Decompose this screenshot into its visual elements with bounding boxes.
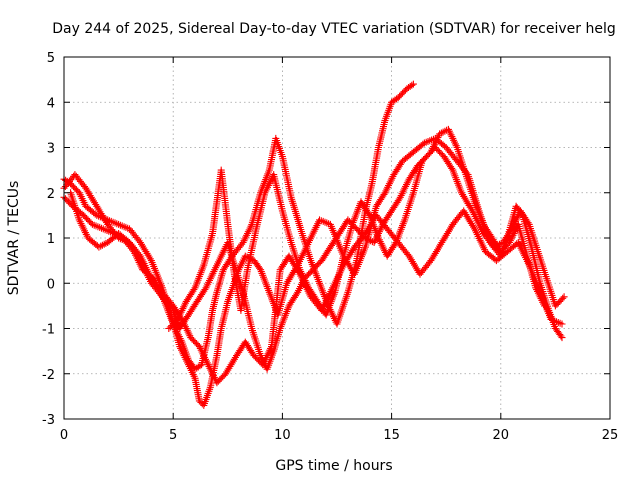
data-point-markers xyxy=(165,125,548,332)
y-tick-label: -1 xyxy=(42,323,55,338)
x-tick-label: 10 xyxy=(274,428,291,443)
chart-title: Day 244 of 2025, Sidereal Day-to-day VTE… xyxy=(52,21,615,37)
x-tick-label: 5 xyxy=(169,428,177,443)
y-tick-label: 2 xyxy=(47,187,55,202)
y-tick-label: 3 xyxy=(47,142,55,157)
x-axis-label: GPS time / hours xyxy=(275,458,392,474)
series-layer xyxy=(60,80,568,409)
y-tick-label: 5 xyxy=(47,51,55,66)
y-tick-label: -2 xyxy=(42,368,55,383)
x-tick-label: 25 xyxy=(602,428,619,443)
x-tick-label: 15 xyxy=(383,428,400,443)
x-tick-label: 0 xyxy=(60,428,68,443)
y-tick-label: -3 xyxy=(42,413,55,428)
data-point-markers xyxy=(67,189,566,387)
series-trace-d xyxy=(67,189,566,387)
x-tick-label: 20 xyxy=(493,428,510,443)
y-tick-label: 0 xyxy=(47,277,55,292)
y-axis-label: SDTVAR / TECUs xyxy=(6,181,22,296)
y-tick-label: 1 xyxy=(47,232,55,247)
y-tick-label: 4 xyxy=(47,96,55,111)
series-trace-e xyxy=(165,125,548,332)
axis-ticks: 0 5 10 15 20 25 -3 -2 -1 0 1 2 3 4 5 xyxy=(42,51,618,443)
